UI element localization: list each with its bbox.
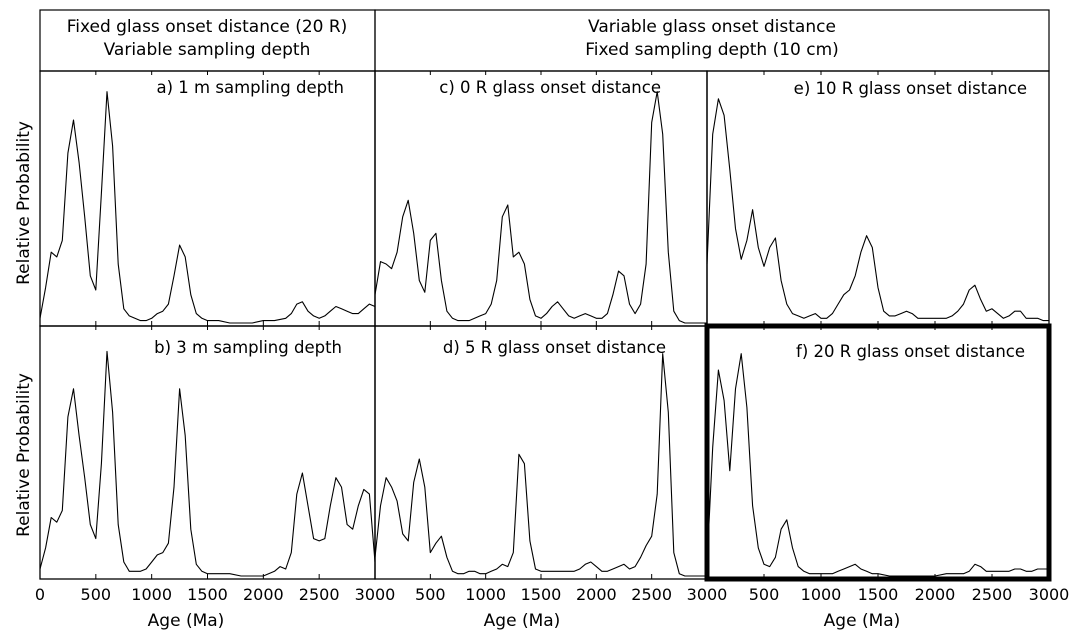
panel-f-tick-label: 500: [749, 585, 780, 604]
panel-a: a) 1 m sampling depth: [39, 70, 376, 327]
panel-b-frame: [39, 325, 376, 580]
panel-b-title: b) 3 m sampling depth: [154, 338, 342, 357]
panel-d-series-line: [374, 353, 707, 577]
panel-a-frame: [39, 70, 376, 327]
panel-b-tick-label: 2000: [243, 585, 284, 604]
panel-e-title: e) 10 R glass onset distance: [794, 79, 1027, 98]
panel-d-tick-label: 1500: [521, 585, 562, 604]
panel-d-tick-label: 2000: [576, 585, 617, 604]
panel-f-tick-label: 1000: [801, 585, 842, 604]
panel-b-tick-label: 500: [81, 585, 112, 604]
panel-c-series-line: [374, 91, 707, 324]
panel-d-tick-label: 500: [415, 585, 446, 604]
ylabel-bottom: Relative Probability: [14, 373, 34, 537]
xlabel-col3: Age (Ma): [824, 611, 901, 631]
panel-a-title: a) 1 m sampling depth: [157, 78, 344, 97]
panel-f-tick-label: 1500: [858, 585, 899, 604]
panel-f: f) 20 R glass onset distance 500 1000 1500 2…: [704, 323, 1070, 604]
panel-d-tick-label: 2500: [631, 585, 672, 604]
panel-b-tick-label: 2500: [299, 585, 340, 604]
panel-c-title: c) 0 R glass onset distance: [439, 78, 661, 97]
ylabel-top: Relative Probability: [14, 121, 34, 285]
panel-d-title: d) 5 R glass onset distance: [443, 338, 666, 357]
xlabel-col1: Age (Ma): [148, 611, 225, 631]
panel-b-series-line: [39, 350, 376, 577]
panel-b-tick-label: 3000: [355, 585, 396, 604]
panel-b-tick-label: 1500: [187, 585, 228, 604]
panel-f-tick-label: 3000: [1029, 585, 1070, 604]
header-left-line2: Variable sampling depth: [104, 40, 311, 60]
xlabel-col2: Age (Ma): [484, 611, 561, 631]
panel-f-title: f) 20 R glass onset distance: [796, 342, 1025, 361]
panel-d-tick-label: 3000: [687, 585, 728, 604]
header-right-line2: Fixed sampling depth (10 cm): [585, 40, 839, 60]
panel-e-series-line: [706, 98, 1049, 322]
panel-b: b) 3 m sampling depth 0 500 1000 1500 2000 250…: [35, 325, 396, 604]
header-left-line1: Fixed glass onset distance (20 R): [67, 17, 348, 37]
panel-f-frame: [704, 323, 1052, 582]
panel-f-series-line: [706, 353, 1049, 577]
panel-b-tick-label: 0: [35, 585, 45, 604]
panel-d-tick-label: 1000: [465, 585, 506, 604]
panel-b-tick-label: 1000: [131, 585, 172, 604]
panel-e: e) 10 R glass onset distance: [706, 70, 1050, 327]
panel-d-frame: [374, 325, 708, 580]
panel-f-tick-label: 2500: [972, 585, 1013, 604]
panel-c: c) 0 R glass onset distance: [374, 70, 708, 327]
panel-a-series-line: [39, 91, 376, 324]
panel-d: d) 5 R glass onset distance 500 1000 1500 20…: [374, 325, 728, 604]
panel-f-tick-label: 2000: [915, 585, 956, 604]
header-right-line1: Variable glass onset distance: [588, 17, 836, 37]
